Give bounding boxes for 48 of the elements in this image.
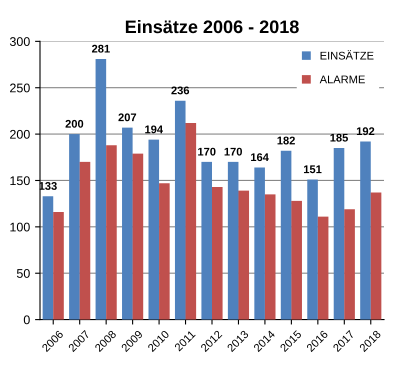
bar [264,194,276,320]
data-label: 185 [330,134,348,142]
bar [42,196,54,320]
data-label: 170 [198,148,216,156]
y-tick-label: 300 [10,37,30,46]
bar [228,162,238,320]
y-tick-label: 250 [10,84,30,92]
bar [122,128,133,320]
data-label: 207 [118,113,136,122]
data-label: 182 [278,136,295,144]
bar [96,58,106,320]
legend-label: EINSÄTZE [320,50,374,60]
data-label: 164 [251,153,269,162]
data-label: 194 [145,125,163,134]
legend-label: ALARME [320,76,365,84]
data-label: 192 [356,127,374,136]
data-label: 200 [66,120,84,128]
bar [280,150,292,320]
chart-title: Einsätze 2006 - 2018 [126,20,299,34]
bar [80,162,90,320]
data-label: 151 [304,165,322,174]
bar [69,134,80,320]
bar [53,212,64,320]
bar [344,209,355,320]
data-label: 236 [171,86,190,94]
bar [254,167,265,320]
data-label: 170 [224,148,242,156]
bar [360,142,371,320]
y-tick-label: 150 [10,176,30,186]
bar [318,216,328,320]
data-label: 281 [92,44,110,53]
bar [159,183,170,320]
bar [132,154,144,320]
bar [148,140,160,320]
bar [106,145,117,320]
bar [307,180,318,320]
bar [291,200,302,320]
y-tick-label: 200 [10,130,30,139]
bar [201,162,212,320]
bar [370,192,382,320]
bar [238,190,250,320]
bar [334,148,344,320]
bar [174,100,186,320]
bar [186,122,196,320]
bar [212,186,223,320]
y-tick-label: 50 [16,269,30,278]
y-tick-label: 100 [10,222,30,232]
y-tick-label: 0 [24,315,30,324]
